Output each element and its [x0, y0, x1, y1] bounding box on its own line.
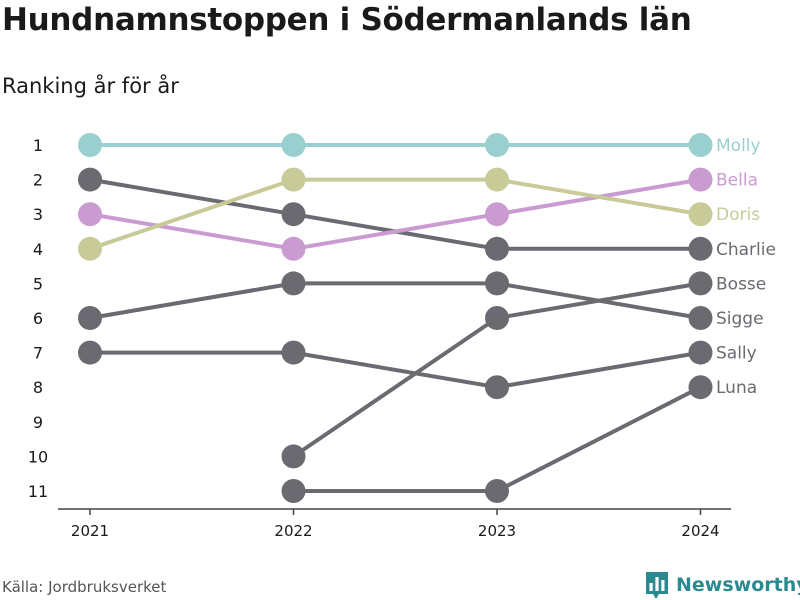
brand-logo: Newsworthy: [644, 570, 800, 600]
series-label-bella: Bella: [716, 171, 758, 191]
series-label-luna: Luna: [716, 378, 757, 398]
data-point-bosse: [485, 306, 509, 330]
data-point-sally: [78, 340, 102, 365]
series-label-sally: Sally: [716, 344, 757, 364]
series-label-doris: Doris: [716, 205, 760, 225]
data-point-bosse: [281, 444, 306, 469]
data-point-charlie: [688, 236, 713, 261]
series-label-charlie: Charlie: [716, 240, 776, 260]
data-point-charlie: [485, 236, 509, 261]
data-point-doris: [688, 202, 713, 227]
y-tick-label: 8: [33, 378, 43, 397]
y-tick-label: 3: [33, 205, 43, 224]
chart-title: Hundnamnstoppen i Södermanlands län: [2, 2, 692, 38]
y-tick-label: 6: [33, 309, 43, 328]
data-point-doris: [485, 167, 509, 192]
source-note: Källa: Jordbruksverket: [2, 578, 167, 596]
data-point-bella: [688, 167, 713, 192]
series-line-bella: [89, 177, 701, 251]
data-point-molly: [688, 133, 713, 157]
x-tick-label: 2021: [71, 522, 109, 540]
data-point-sally: [281, 340, 306, 365]
bar-chart-logo-icon: [646, 572, 668, 599]
data-point-bosse: [688, 271, 713, 296]
data-point-luna: [281, 479, 306, 503]
data-point-luna: [688, 375, 713, 400]
series-line-luna: [293, 385, 702, 493]
brand-name: Newsworthy: [676, 574, 800, 596]
series-label-sigge: Sigge: [716, 309, 764, 329]
data-point-charlie: [78, 167, 102, 192]
series-line-charlie: [89, 177, 701, 251]
data-point-molly: [78, 133, 102, 157]
y-tick-label: 2: [33, 171, 43, 190]
x-tick-label: 2024: [681, 522, 719, 540]
data-point-luna: [485, 479, 509, 503]
y-tick-label: 5: [33, 274, 43, 293]
y-tick-label: 4: [33, 240, 43, 259]
data-point-molly: [281, 133, 306, 157]
series-line-doris: [89, 177, 701, 251]
series-line-sigge: [89, 281, 701, 320]
data-point-bella: [485, 202, 509, 227]
data-point-bella: [78, 202, 102, 227]
chart-subtitle: Ranking år för år: [2, 74, 179, 98]
y-tick-label: 9: [33, 413, 43, 432]
data-point-sigge: [485, 271, 509, 296]
data-point-sigge: [281, 271, 306, 296]
data-point-sigge: [688, 306, 713, 330]
data-point-doris: [281, 167, 306, 192]
y-tick-label: 1: [33, 136, 43, 155]
y-tick-label: 7: [33, 344, 43, 363]
data-point-doris: [78, 236, 102, 261]
series-label-molly: Molly: [716, 136, 761, 156]
data-point-molly: [485, 133, 509, 157]
data-point-charlie: [281, 202, 306, 227]
series-line-sally: [90, 350, 701, 390]
x-tick-label: 2023: [478, 522, 516, 540]
data-point-sigge: [78, 306, 102, 330]
data-point-sally: [688, 340, 713, 365]
y-tick-label: 10: [28, 447, 48, 466]
x-tick-label: 2022: [274, 522, 312, 540]
data-point-bella: [281, 236, 306, 261]
series-label-bosse: Bosse: [716, 274, 766, 294]
y-tick-label: 11: [28, 482, 48, 501]
data-point-sally: [485, 375, 509, 400]
